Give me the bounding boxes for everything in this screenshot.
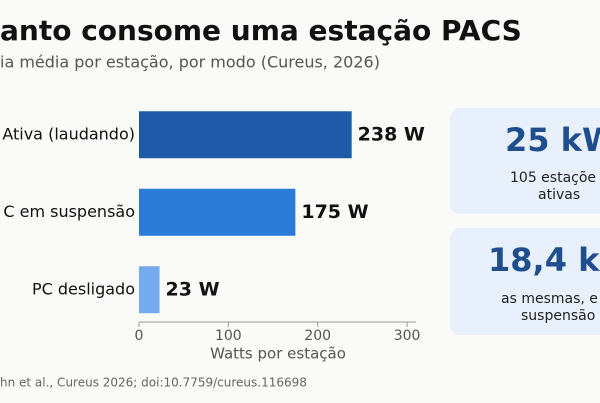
stat-caption: ativas xyxy=(538,187,580,203)
stat-value: 18,4 k xyxy=(488,241,600,279)
y-tick-label: Ativa (laudando) xyxy=(2,124,135,143)
bar xyxy=(139,266,160,314)
x-tick-label: 100 xyxy=(215,328,242,344)
bar xyxy=(139,188,296,236)
y-tick-label: C em suspensão xyxy=(3,202,135,221)
x-axis-label: Watts por estação xyxy=(210,345,346,363)
bar xyxy=(139,111,352,159)
x-tick-label: 0 xyxy=(135,328,144,344)
x-tick-label: 300 xyxy=(394,328,421,344)
footer: hn et al., Cureus 2026; doi:10.7759/cure… xyxy=(0,376,307,390)
value-label: 238 W xyxy=(358,123,425,145)
stat-value: 25 kW xyxy=(505,121,600,159)
chart-title: anto consome uma estação PACS xyxy=(0,14,522,47)
stat-caption: 105 estaçõe xyxy=(510,170,596,186)
stat-caption: suspensão xyxy=(521,308,595,324)
x-tick-label: 200 xyxy=(304,328,331,344)
y-tick-label: PC desligado xyxy=(32,279,135,298)
value-label: 175 W xyxy=(301,201,368,223)
stat-card xyxy=(450,108,600,214)
stat-card xyxy=(450,228,600,335)
stat-caption: as mesmas, e xyxy=(501,291,598,307)
value-label: 23 W xyxy=(166,278,220,300)
chart-subtitle: ia média por estação, por modo (Cureus, … xyxy=(0,53,380,72)
